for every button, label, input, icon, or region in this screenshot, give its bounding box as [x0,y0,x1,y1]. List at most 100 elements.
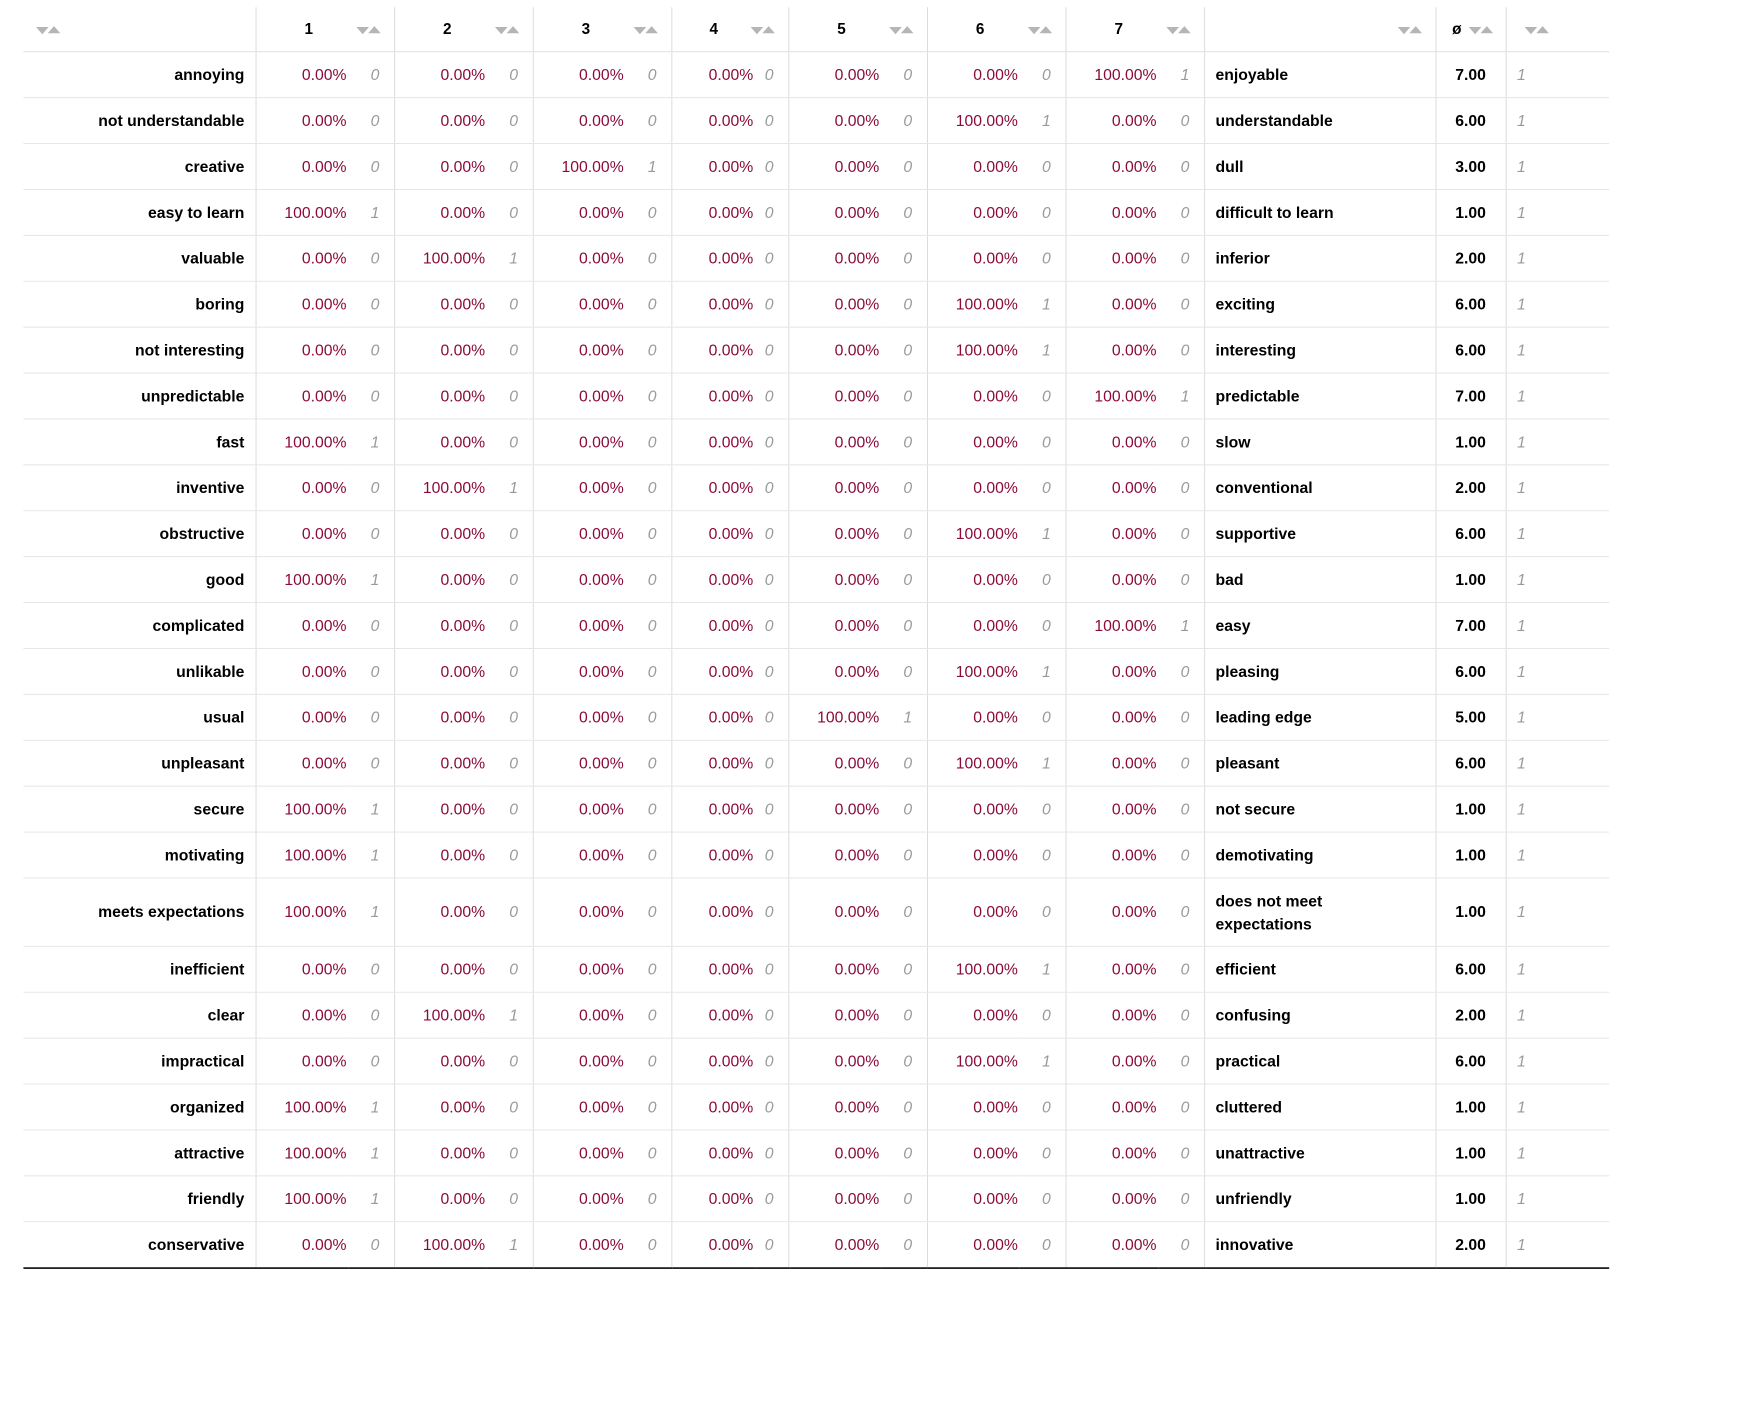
count-cell: 0 [1158,143,1205,190]
percent-cell: 0.00% [1065,418,1159,466]
count-cell: 0 [755,694,789,741]
count-cell: 0 [755,281,789,328]
count-cell: 0 [486,97,533,145]
percent-cell: 0.00% [532,877,626,947]
sort-scale-4-button[interactable] [750,24,775,35]
percent-cell: 0.00% [255,992,349,1039]
left-anchor-label: friendly [23,1175,256,1223]
count-cell: 0 [486,602,533,649]
percent-cell: 0.00% [1065,556,1159,603]
percent-cell: 0.00% [532,1038,626,1085]
count-cell: 0 [625,946,672,993]
count-cell: 0 [625,235,672,282]
left-anchor-label: complicated [23,602,256,649]
count-cell: 0 [755,464,789,512]
percent-cell: 0.00% [393,1038,487,1085]
sort-scale-6-button[interactable] [1027,24,1052,35]
count-cell: 0 [881,992,927,1039]
sort-count-button[interactable] [1524,24,1549,35]
percent-cell: 100.00% [255,189,349,236]
sort-scale-7-button[interactable] [1165,24,1191,35]
right-anchor-label: innovative [1203,1221,1436,1269]
count-cell: 0 [348,740,395,787]
percent-cell: 0.00% [787,51,882,99]
percent-cell: 100.00% [1065,51,1159,99]
count-cell: 0 [486,740,533,787]
table-row: impractical 0.00% 0 0.00% 0 0.00% 0 0.00% 0 0.00%… [23,1038,1610,1085]
count-cell: 0 [881,1221,927,1269]
sort-scale-3-button[interactable] [633,24,658,35]
count-cell: 1 [1019,648,1066,695]
average-value: 1.00 [1435,1084,1506,1131]
percent-cell: 0.00% [670,877,756,947]
sort-right-label-button[interactable] [1397,24,1422,35]
right-anchor-label: unfriendly [1203,1175,1436,1223]
count-cell: 0 [1019,1129,1066,1177]
percent-cell: 0.00% [670,1038,756,1085]
percent-cell: 0.00% [787,281,882,328]
right-anchor-label: bad [1203,556,1436,603]
average-value: 6.00 [1435,97,1506,145]
left-anchor-label: inventive [23,464,256,512]
header-scale-6: 6 [926,7,1066,53]
percent-cell: 0.00% [926,189,1020,236]
percent-cell: 0.00% [255,946,349,993]
sort-scale-1-button[interactable] [355,24,381,35]
count-cell: 0 [486,946,533,993]
percent-cell: 0.00% [787,510,882,558]
count-cell: 0 [625,189,672,236]
count-cell: 0 [486,51,533,99]
left-anchor-label: annoying [23,51,256,99]
average-value: 2.00 [1435,235,1506,282]
sort-left-label-button[interactable] [36,24,61,35]
sort-scale-2-button[interactable] [494,24,520,35]
header-scale-label: 1 [304,20,313,38]
header-scale-3: 3 [532,7,672,53]
count-cell: 0 [1019,235,1066,282]
table-row: easy to learn 100.00% 1 0.00% 0 0.00% 0 0.00% 0 0… [23,189,1610,236]
percent-cell: 0.00% [926,51,1020,99]
percent-cell: 0.00% [1065,786,1159,833]
count-cell: 0 [348,97,395,145]
count-cell: 0 [486,1038,533,1085]
percent-cell: 100.00% [926,648,1020,695]
percent-cell: 0.00% [787,740,882,787]
right-anchor-label: demotivating [1203,832,1436,879]
count-cell: 0 [755,373,789,420]
count-cell: 0 [881,556,927,603]
count-cell: 0 [755,1175,789,1223]
response-count: 1 [1505,97,1610,145]
left-anchor-label: meets expectations [23,877,256,947]
table-row: obstructive 0.00% 0 0.00% 0 0.00% 0 0.00% 0 0.00%… [23,510,1610,558]
response-count: 1 [1505,946,1610,993]
count-cell: 0 [755,97,789,145]
average-value: 2.00 [1435,1221,1506,1269]
percent-cell: 0.00% [1065,97,1159,145]
percent-cell: 0.00% [926,143,1020,190]
count-cell: 0 [881,189,927,236]
average-value: 6.00 [1435,648,1506,695]
count-cell: 0 [486,281,533,328]
sort-average-button[interactable] [1468,24,1493,35]
percent-cell: 0.00% [1065,1129,1159,1177]
count-cell: 0 [755,877,789,947]
count-cell: 0 [1019,832,1066,879]
sort-scale-5-button[interactable] [888,24,914,35]
percent-cell: 0.00% [670,143,756,190]
response-count: 1 [1505,1084,1610,1131]
response-count: 1 [1505,1221,1610,1269]
count-cell: 0 [486,648,533,695]
percent-cell: 100.00% [926,97,1020,145]
sort-asc-icon [1408,25,1422,33]
percent-cell: 0.00% [393,694,487,741]
percent-cell: 0.00% [670,418,756,466]
average-value: 1.00 [1435,877,1506,947]
count-cell: 0 [1158,464,1205,512]
count-cell: 0 [1019,189,1066,236]
response-count: 1 [1505,327,1610,374]
sort-desc-icon [355,26,369,34]
right-anchor-label: not secure [1203,786,1436,833]
count-cell: 0 [486,832,533,879]
percent-cell: 0.00% [926,556,1020,603]
